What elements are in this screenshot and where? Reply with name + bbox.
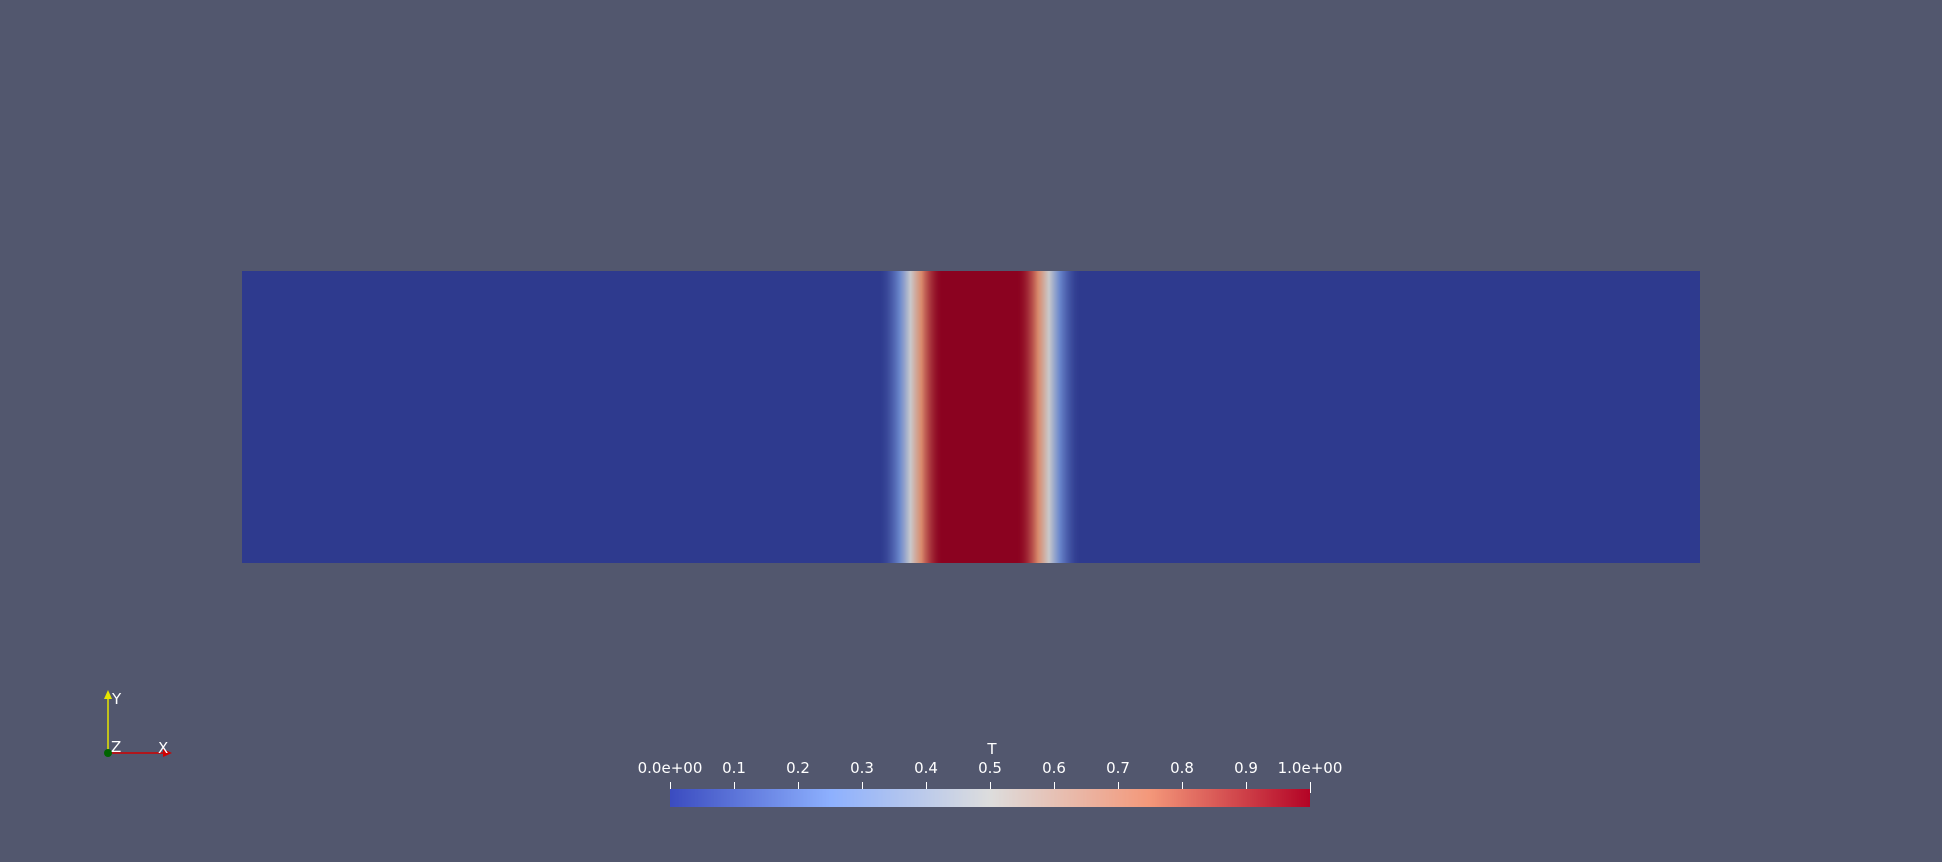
scalar-bar-tick-label: 0.1 xyxy=(722,759,746,777)
scalar-bar-tick-label: 0.7 xyxy=(1106,759,1130,777)
scalar-bar-tick xyxy=(861,782,863,793)
scalar-bar-tick-label: 0.0e+00 xyxy=(637,759,703,777)
y-axis-label: Y xyxy=(112,690,122,708)
scalar-bar-tick xyxy=(669,782,671,793)
scalar-bar-tick-label: 0.6 xyxy=(1042,759,1066,777)
scalar-bar-tick-label: 0.9 xyxy=(1234,759,1258,777)
scalar-bar-tick-label: 0.4 xyxy=(914,759,938,777)
scalar-bar-tick xyxy=(1309,782,1311,793)
scalar-bar-gradient xyxy=(670,789,1310,807)
scalar-bar-tick-label: 0.3 xyxy=(850,759,874,777)
scalar-bar-tick xyxy=(925,782,927,793)
x-axis-label: X xyxy=(158,739,169,757)
scalar-bar-tick-label: 0.2 xyxy=(786,759,810,777)
scalar-bar-tick xyxy=(733,782,735,793)
scalar-bar-title: T xyxy=(987,740,997,758)
z-axis-label: Z xyxy=(111,738,122,756)
scalar-bar-tick xyxy=(1245,782,1247,793)
scalar-bar: T 0.0e+00 0.1 0.2 0.3 0.4 0.5 0.6 0.7 0.8 0.9 1.0e… xyxy=(637,740,1347,850)
temperature-field xyxy=(242,271,1700,563)
scalar-bar-tick-label: 0.5 xyxy=(978,759,1002,777)
scalar-bar-tick xyxy=(797,782,799,793)
scalar-bar-tick-label: 0.8 xyxy=(1170,759,1194,777)
scalar-bar-tick xyxy=(1053,782,1055,793)
orientation-axes: Y Z X xyxy=(95,688,185,758)
scalar-bar-tick xyxy=(1181,782,1183,793)
scalar-bar-tick xyxy=(989,782,991,793)
scalar-bar-tick-label: 1.0e+00 xyxy=(1277,759,1343,777)
scalar-bar-tick xyxy=(1117,782,1119,793)
axes-triad-icon xyxy=(104,690,172,757)
